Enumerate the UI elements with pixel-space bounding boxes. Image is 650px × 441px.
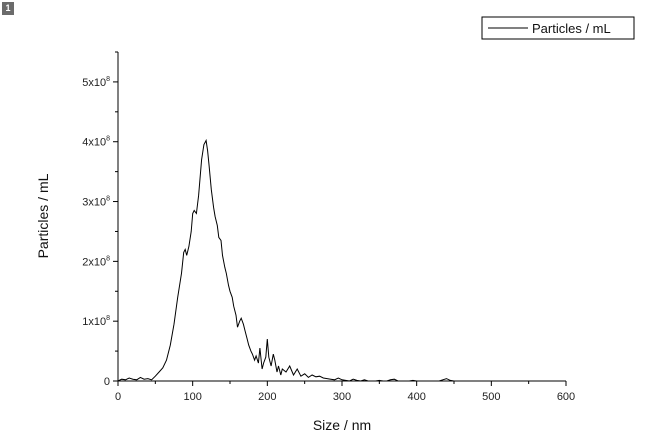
y-tick-label: 2x108 <box>82 255 110 268</box>
x-axis-ticks: 0 100 200 300 400 500 600 <box>115 381 575 403</box>
y-tick-label: 3x108 <box>82 196 110 209</box>
y-tick-label: 4x108 <box>82 136 110 149</box>
x-tick-label: 0 <box>115 391 121 403</box>
legend-label: Particles / mL <box>532 21 611 36</box>
legend: Particles / mL <box>481 16 635 40</box>
series-layer <box>117 138 566 382</box>
x-tick-label: 600 <box>557 391 575 403</box>
x-tick-label: 300 <box>333 391 351 403</box>
x-tick-label: 200 <box>258 391 276 403</box>
page-number-badge: 1 <box>2 2 14 15</box>
axes <box>117 52 566 382</box>
y-tick-label: 0 <box>104 376 110 388</box>
series-line-particles <box>117 138 566 382</box>
y-tick-label: 1x108 <box>82 315 110 328</box>
x-tick-label: 100 <box>183 391 201 403</box>
legend-box <box>481 16 635 40</box>
y-axis-label: Particles / mL <box>35 173 51 258</box>
x-tick-label: 500 <box>482 391 500 403</box>
y-axis-ticks: 0 1x108 2x108 3x108 4x108 5x108 <box>82 51 118 388</box>
y-tick-label: 5x108 <box>82 76 110 89</box>
x-tick-label: 400 <box>407 391 425 403</box>
x-axis-label: Size / nm <box>313 417 371 433</box>
